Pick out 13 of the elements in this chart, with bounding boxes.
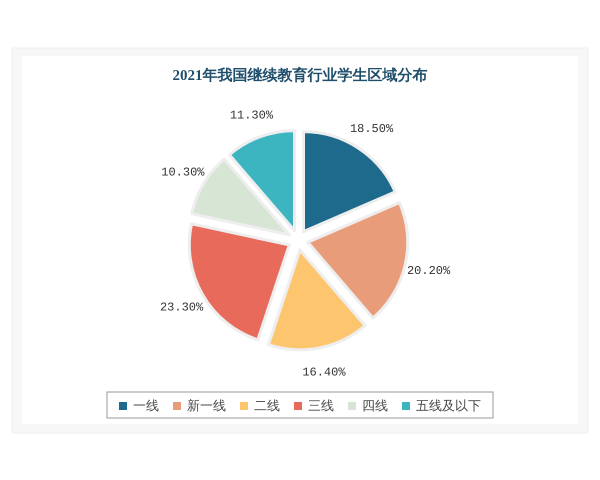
legend-label: 一线 <box>133 398 159 413</box>
legend-label: 四线 <box>362 398 388 413</box>
data-label: 18.50% <box>350 122 394 136</box>
legend-label: 二线 <box>254 398 280 413</box>
legend-label: 三线 <box>308 398 334 413</box>
data-label: 11.30% <box>230 108 274 122</box>
data-label: 23.30% <box>160 300 204 314</box>
data-label: 10.30% <box>161 165 206 180</box>
legend-label: 新一线 <box>187 398 226 413</box>
data-label: 20.20% <box>406 264 451 278</box>
legend-label: 五线及以下 <box>416 398 481 413</box>
data-label: 16.40% <box>302 365 346 380</box>
chart-title: 2021年我国继续教育行业学生区域分布 <box>172 66 428 84</box>
